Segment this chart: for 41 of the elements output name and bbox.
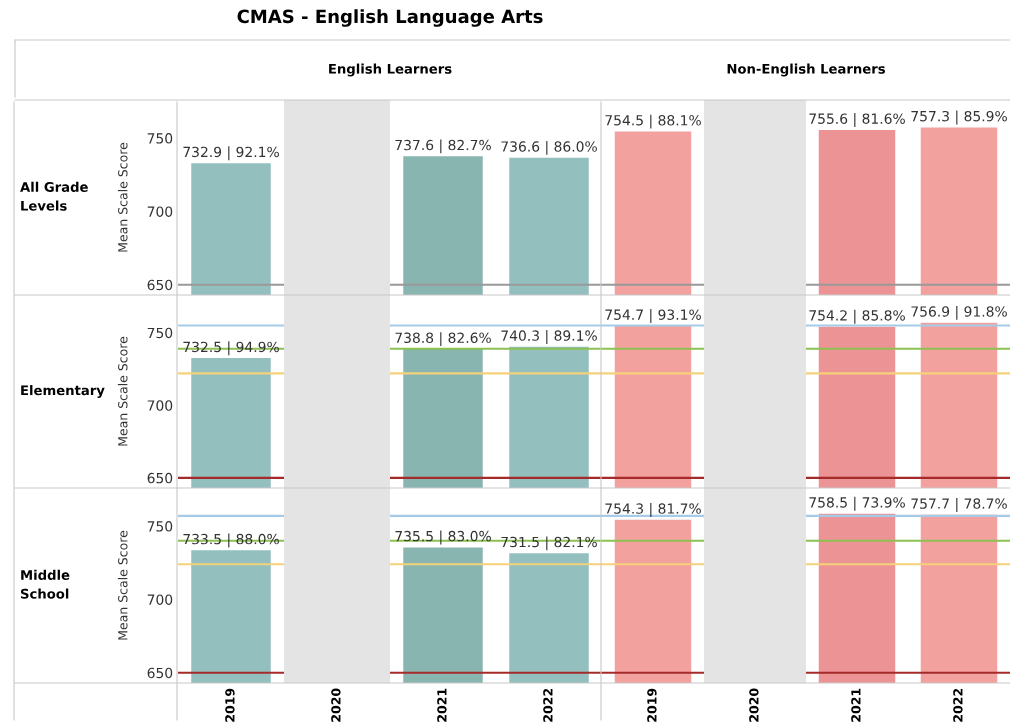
data-label: 740.3 | 89.1% <box>501 330 597 344</box>
data-label: 754.5 | 88.1% <box>605 114 701 129</box>
y-tick-label: 650 <box>147 667 173 679</box>
y-axis-title: Mean Scale Score <box>117 142 128 252</box>
data-label: 736.6 | 86.0% <box>501 140 597 155</box>
x-tick-label: 2020 <box>749 688 759 722</box>
x-tick-label: 2021 <box>851 688 861 722</box>
data-label: 754.2 | 85.8% <box>809 309 905 324</box>
y-tick-label: 700 <box>147 206 173 217</box>
x-tick-label: 2022 <box>543 688 553 722</box>
data-label: 758.5 | 73.9% <box>809 496 905 511</box>
data-label: 737.6 | 82.7% <box>395 139 491 154</box>
y-tick-label: 700 <box>147 400 173 411</box>
y-tick-label: 650 <box>147 472 173 484</box>
y-axis-title: Mean Scale Score <box>117 336 128 446</box>
text: Elementary <box>21 385 105 398</box>
data-label: 754.7 | 93.1% <box>605 309 701 324</box>
text: All Grade Levels <box>20 181 88 211</box>
chart-subtitle: English Learners <box>329 63 452 77</box>
data-label: 738.8 | 82.6% <box>395 332 491 347</box>
x-tick-label: 2022 <box>953 688 963 722</box>
text: Middle School <box>20 569 70 599</box>
data-label: 735.5 | 83.0% <box>395 530 491 545</box>
x-tick-label: 2019 <box>647 688 657 722</box>
data-label: 755.6 | 81.6% <box>809 113 905 127</box>
y-tick-label: 750 <box>147 133 173 144</box>
x-tick-label: 2020 <box>331 688 341 722</box>
y-tick-label: 750 <box>147 521 173 532</box>
x-tick-label: 2019 <box>225 688 235 722</box>
y-tick-label: 750 <box>147 327 173 339</box>
data-label: 754.3 | 81.7% <box>605 502 701 517</box>
y-tick-label: 650 <box>147 279 173 291</box>
data-label: 757.7 | 78.7% <box>911 498 1007 512</box>
chart-subtitle: Non-English Learners <box>727 63 885 77</box>
chart-title: CMAS - English Language Arts <box>237 9 543 27</box>
data-label: 757.3 | 85.9% <box>911 110 1007 125</box>
y-tick-label: 700 <box>147 594 173 605</box>
data-label: 756.9 | 91.8% <box>911 305 1007 320</box>
x-tick-label: 2021 <box>437 688 447 722</box>
data-label: 732.9 | 92.1% <box>183 146 279 161</box>
y-axis-title: Mean Scale Score <box>117 530 128 640</box>
